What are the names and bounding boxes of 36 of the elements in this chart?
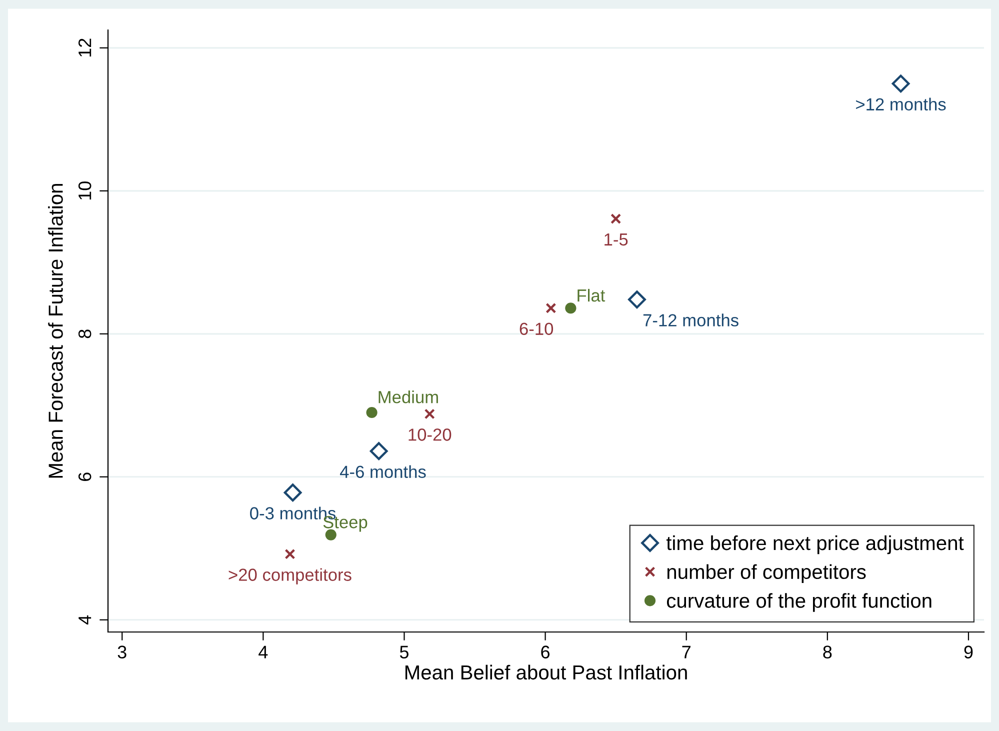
annotation: 7-12 months — [643, 314, 738, 326]
annotation: Flat — [578, 288, 606, 302]
y-tick-label: 10 — [78, 182, 92, 200]
legend-label: curvature of the profit function — [666, 593, 932, 612]
x-tick-label: 6 — [541, 646, 550, 658]
annotation: 10-20 — [408, 428, 452, 441]
x-tick-label: 8 — [823, 646, 832, 658]
point — [610, 213, 622, 224]
x-tick-label: 7 — [682, 646, 690, 658]
point — [546, 302, 556, 314]
annotation: 6-10 — [520, 322, 554, 336]
annotation: Medium — [378, 390, 438, 404]
y-tick-label: 8 — [78, 330, 92, 338]
annotation: 1-5 — [604, 234, 628, 246]
point — [424, 408, 435, 420]
annotation: 4-6 months — [340, 465, 426, 478]
x-tick-label: 9 — [964, 646, 973, 658]
legend-label: number of competitors — [667, 564, 866, 584]
x-tick-label: 3 — [118, 646, 126, 658]
y-tick-label: 4 — [78, 615, 92, 624]
x-tick-label: 5 — [400, 646, 408, 658]
y-tick-label: 6 — [78, 472, 92, 481]
point — [284, 484, 302, 502]
point — [284, 548, 296, 560]
point — [628, 290, 646, 309]
x-tick-label: 4 — [258, 646, 268, 658]
point — [370, 442, 388, 460]
y-tick-label: 12 — [78, 38, 92, 57]
y-axis-title: Mean Forecast of Future Inflation — [48, 184, 63, 478]
annotation: >20 competitors — [228, 568, 352, 584]
annotation: >12 months — [856, 98, 946, 111]
point — [366, 406, 378, 418]
point — [565, 302, 576, 314]
point — [892, 74, 910, 93]
x-axis-title: Mean Belief about Past Inflation — [405, 664, 687, 680]
legend-label: time before next price adjustment — [666, 535, 964, 554]
